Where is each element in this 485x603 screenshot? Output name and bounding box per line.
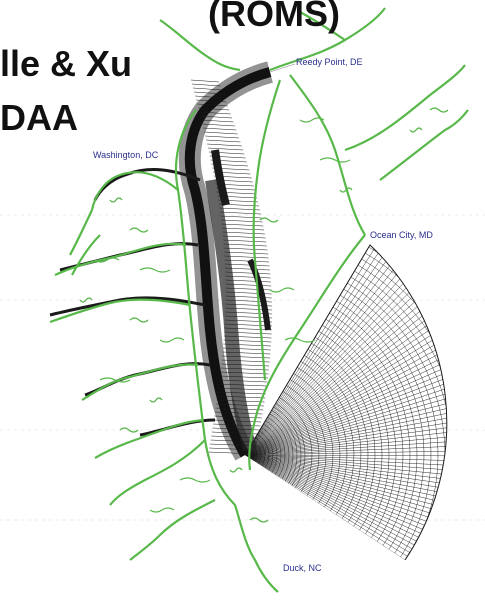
offshore-fan-grid <box>245 245 447 560</box>
shoreline-details <box>79 107 449 523</box>
label-washington: Washington, DC <box>93 150 159 160</box>
label-ocean-city: Ocean City, MD <box>370 230 433 240</box>
shoreline <box>49 7 469 593</box>
reedy-point-pointer <box>269 63 296 73</box>
fan-outline <box>244 244 448 561</box>
title-line-3: DAA <box>0 97 78 138</box>
label-duck: Duck, NC <box>283 563 322 573</box>
bay-cross-hatching <box>190 79 273 455</box>
title-line-1: (ROMS) <box>208 0 340 34</box>
label-reedy-point: Reedy Point, DE <box>296 57 363 67</box>
bay-main-stem-grid <box>178 61 274 461</box>
title-line-2: lle & Xu <box>0 43 133 84</box>
